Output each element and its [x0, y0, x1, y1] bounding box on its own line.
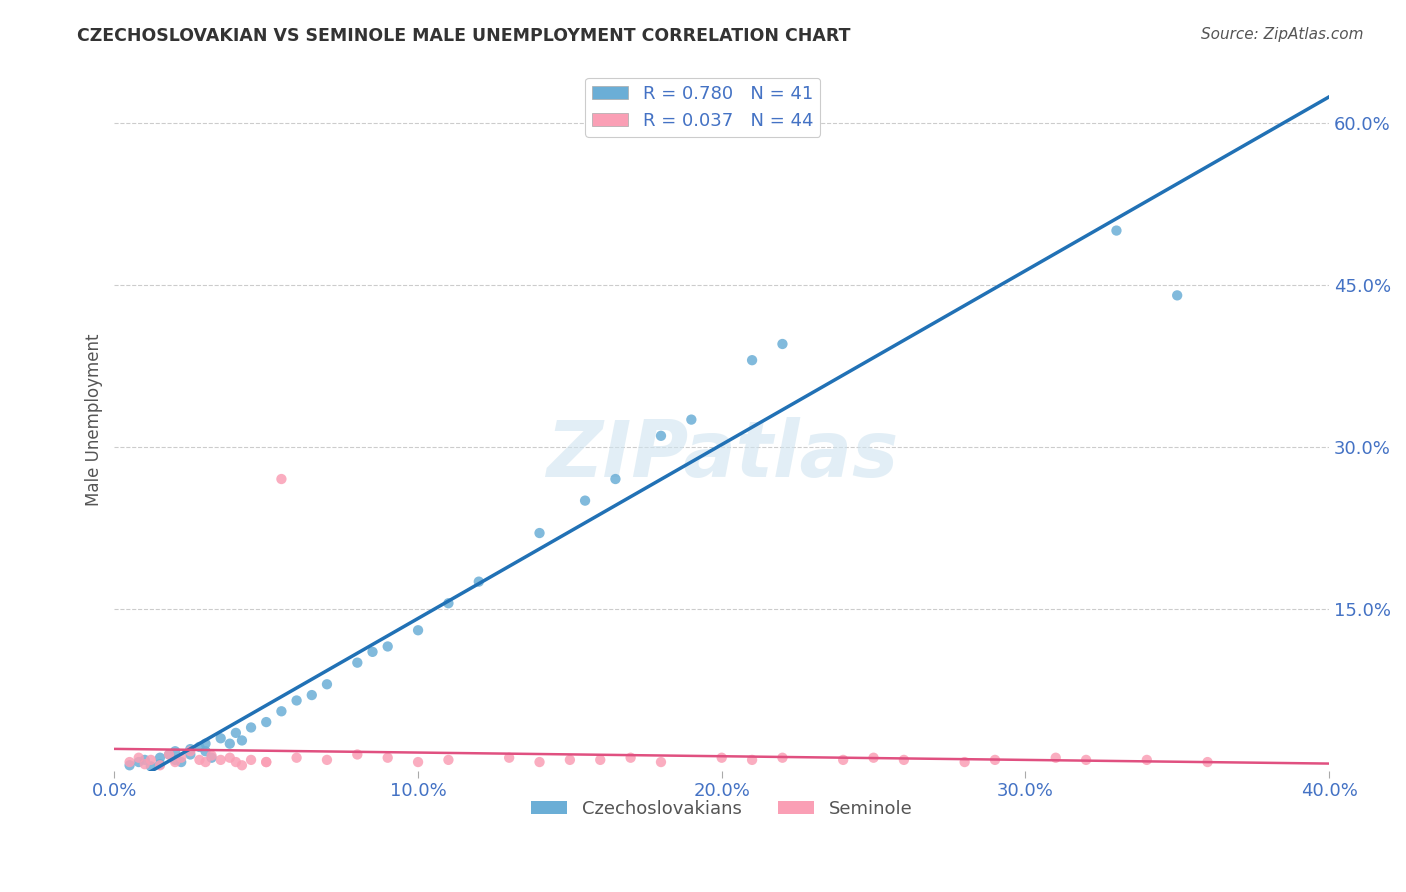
Point: [285, 693, 308, 707]
Point: [1136, 753, 1159, 767]
Point: [225, 726, 247, 740]
Point: [200, 750, 222, 764]
Point: [437, 753, 460, 767]
Point: [254, 755, 277, 769]
Point: [139, 753, 162, 767]
Point: [741, 353, 763, 368]
Point: [316, 677, 339, 691]
Point: [179, 747, 201, 762]
Point: [377, 750, 399, 764]
Point: [188, 739, 211, 754]
Point: [605, 472, 627, 486]
Point: [558, 753, 581, 767]
Point: [346, 747, 368, 762]
Point: [194, 737, 217, 751]
Point: [194, 744, 217, 758]
Text: ZIPatlas: ZIPatlas: [546, 417, 898, 492]
Point: [149, 750, 172, 764]
Point: [574, 493, 596, 508]
Point: [157, 747, 180, 762]
Point: [165, 755, 187, 769]
Point: [741, 753, 763, 767]
Point: [589, 753, 612, 767]
Point: [218, 737, 240, 751]
Point: [953, 755, 976, 769]
Point: [149, 758, 172, 772]
Point: [377, 640, 399, 654]
Point: [650, 429, 672, 443]
Point: [231, 758, 253, 772]
Point: [346, 656, 368, 670]
Point: [529, 755, 551, 769]
Point: [170, 755, 193, 769]
Point: [118, 755, 141, 769]
Point: [650, 755, 672, 769]
Point: [772, 750, 794, 764]
Point: [139, 759, 162, 773]
Point: [128, 755, 150, 769]
Point: [165, 744, 187, 758]
Point: [270, 472, 292, 486]
Point: [316, 753, 339, 767]
Point: [893, 753, 915, 767]
Point: [285, 750, 308, 764]
Point: [165, 753, 187, 767]
Point: [188, 753, 211, 767]
Point: [772, 337, 794, 351]
Point: [231, 733, 253, 747]
Point: [710, 750, 733, 764]
Point: [218, 750, 240, 764]
Point: [179, 742, 201, 756]
Point: [620, 750, 643, 764]
Point: [179, 744, 201, 758]
Point: [200, 748, 222, 763]
Point: [1197, 755, 1219, 769]
Point: [225, 755, 247, 769]
Point: [681, 412, 703, 426]
Point: [406, 624, 429, 638]
Point: [128, 750, 150, 764]
Point: [209, 753, 232, 767]
Point: [118, 758, 141, 772]
Point: [437, 596, 460, 610]
Point: [194, 755, 217, 769]
Y-axis label: Male Unemployment: Male Unemployment: [86, 334, 103, 506]
Point: [157, 747, 180, 762]
Point: [254, 755, 277, 769]
Text: Source: ZipAtlas.com: Source: ZipAtlas.com: [1201, 27, 1364, 42]
Point: [832, 753, 855, 767]
Point: [209, 731, 232, 746]
Point: [862, 750, 884, 764]
Text: CZECHOSLOVAKIAN VS SEMINOLE MALE UNEMPLOYMENT CORRELATION CHART: CZECHOSLOVAKIAN VS SEMINOLE MALE UNEMPLO…: [77, 27, 851, 45]
Point: [134, 757, 156, 772]
Point: [361, 645, 384, 659]
Point: [301, 688, 323, 702]
Point: [270, 704, 292, 718]
Point: [1045, 750, 1067, 764]
Point: [1166, 288, 1188, 302]
Point: [170, 750, 193, 764]
Point: [468, 574, 491, 589]
Point: [240, 753, 263, 767]
Point: [406, 755, 429, 769]
Point: [498, 750, 520, 764]
Point: [1105, 223, 1128, 237]
Point: [134, 753, 156, 767]
Point: [529, 526, 551, 541]
Point: [254, 715, 277, 730]
Legend: Czechoslovakians, Seminole: Czechoslovakians, Seminole: [524, 792, 920, 825]
Point: [1074, 753, 1097, 767]
Point: [984, 753, 1007, 767]
Point: [149, 757, 172, 772]
Point: [240, 721, 263, 735]
